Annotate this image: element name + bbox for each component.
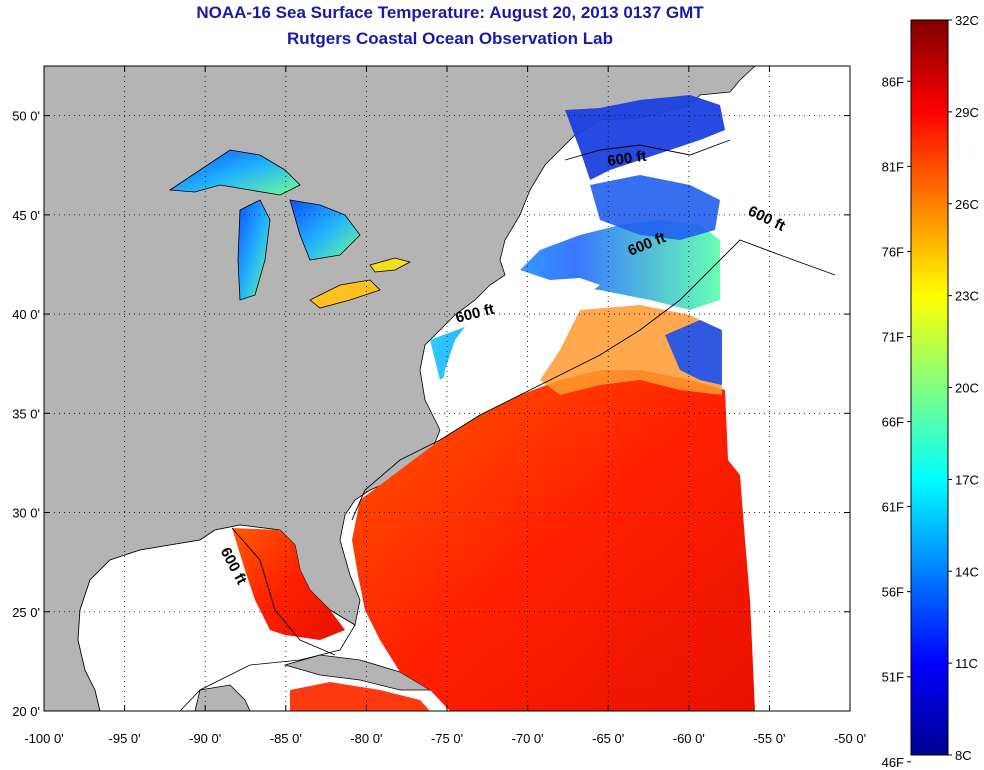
sst-cold-north (565, 95, 725, 180)
lat-tick-label: 35 0' (12, 406, 40, 421)
sst-cold-gulf-stlawrence (590, 175, 720, 240)
colorbar (910, 19, 949, 756)
isobath-line (231, 139, 836, 656)
lake-ontario (369, 257, 412, 273)
colorbar-label-fahrenheit: 46F (882, 755, 904, 770)
sst-warm-gulf (232, 528, 345, 640)
colorbar-label-fahrenheit: 66F (882, 415, 904, 430)
sst-mid-band (540, 305, 722, 395)
isobath-600ft (231, 139, 836, 656)
colorbar-label-celsius: 26C (955, 197, 979, 212)
lon-tick-label: -75 0' (431, 731, 463, 746)
map-layers (44, 66, 756, 711)
colorbar-label-fahrenheit: 71F (882, 329, 904, 344)
colorbar-labels: 8C 11C 14C 17C 20C 23C 26C 29C 32C 46F 51F 56F 61F 66… (882, 13, 979, 770)
lon-tick-label: -55 0' (753, 731, 785, 746)
land-yucatan (194, 684, 251, 711)
lon-tick-label: -65 0' (592, 731, 624, 746)
lon-tick-label: -50 0' (834, 731, 866, 746)
colorbar-label-fahrenheit: 81F (882, 159, 904, 174)
lat-tick-label: 40 0' (12, 307, 40, 322)
colorbar-label-celsius: 11C (955, 656, 978, 671)
lake-superior (168, 149, 301, 196)
contour-label: 600 ft (606, 148, 647, 170)
lat-tick-label: 50 0' (12, 109, 40, 124)
lake-huron (289, 199, 361, 261)
lon-tick-label: -85 0' (270, 731, 302, 746)
lake-michigan (237, 199, 271, 301)
colorbar-label-celsius: 8C (955, 748, 972, 763)
colorbar-label-celsius: 23C (955, 289, 979, 304)
map-title: NOAA-16 Sea Surface Temperature: August … (196, 3, 704, 22)
lat-tick-label: 30 0' (12, 506, 40, 521)
lon-tick-label: -80 0' (350, 731, 382, 746)
lat-tick-label: 25 0' (12, 605, 40, 620)
lat-tick-label: 20 0' (12, 704, 40, 719)
colorbar-label-celsius: 14C (955, 564, 979, 579)
lon-tick-label: -70 0' (512, 731, 544, 746)
lon-tick-label: -100 0' (24, 731, 63, 746)
map-subtitle: Rutgers Coastal Ocean Observation Lab (287, 29, 613, 48)
plot-frame (43, 65, 851, 712)
lon-tick-label: -90 0' (189, 731, 221, 746)
colorbar-label-celsius: 20C (955, 381, 979, 396)
colorbar-label-fahrenheit: 56F (882, 585, 904, 600)
colorbar-label-fahrenheit: 61F (882, 500, 904, 515)
graticule: -100 0' -95 0' -90 0' -85 0' -80 0' -75 0' -70… (12, 66, 866, 746)
colorbar-label-celsius: 32C (955, 13, 979, 28)
colorbar-label-celsius: 29C (955, 105, 979, 120)
sst-warm-atlantic (352, 370, 755, 711)
colorbar-label-fahrenheit: 76F (882, 244, 904, 259)
lon-tick-label: -95 0' (109, 731, 141, 746)
colorbar-label-celsius: 17C (955, 472, 979, 487)
lon-tick-label: -60 0' (673, 731, 705, 746)
colorbar-label-fahrenheit: 51F (882, 670, 904, 685)
cloud-mask-coast (440, 270, 600, 430)
sst-warm-caribbean (290, 682, 430, 711)
colorbar-label-fahrenheit: 86F (882, 74, 904, 89)
lake-erie (309, 279, 381, 309)
sst-cold-eddy (665, 320, 722, 385)
lat-tick-label: 45 0' (12, 208, 40, 223)
